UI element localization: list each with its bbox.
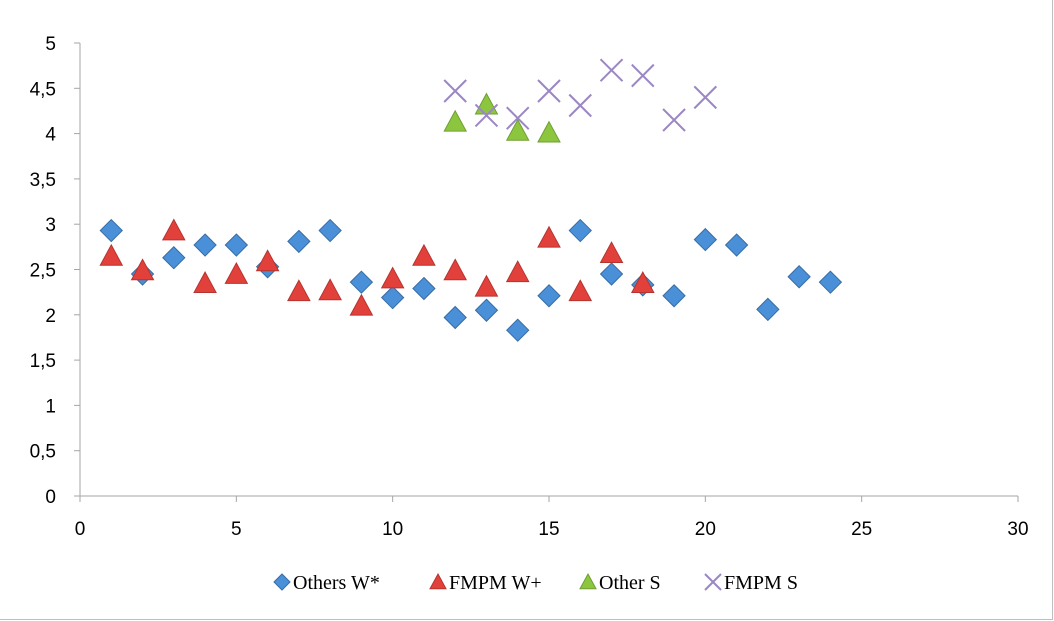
legend: Others W* FMPM W+ Other S FMPM S (273, 572, 798, 594)
data-point (537, 225, 561, 248)
data-point (537, 284, 561, 308)
y-tick-label: 3,5 (30, 170, 56, 191)
data-point (631, 63, 655, 88)
series-1 (99, 218, 655, 316)
data-point (380, 285, 405, 310)
data-point (287, 279, 311, 302)
y-tick-label: 3 (45, 215, 56, 236)
data-point (224, 233, 249, 257)
data-point (693, 85, 718, 110)
x-tick-label: 5 (231, 519, 242, 540)
data-point (380, 266, 405, 289)
data-point (443, 79, 467, 103)
legend-label: Other S (599, 572, 661, 594)
legend-marker (273, 573, 291, 591)
data-point (756, 297, 780, 322)
data-point (505, 260, 530, 283)
data-point (787, 265, 811, 289)
x-tick-label: 20 (695, 519, 716, 540)
data-point (599, 262, 624, 286)
x-tick-label: 0 (75, 519, 86, 540)
y-tick-label: 0,5 (30, 442, 56, 463)
legend-marker (704, 573, 722, 591)
data-point (818, 270, 843, 294)
y-tick-label: 4 (45, 125, 56, 146)
data-point (568, 218, 592, 243)
y-tick-label: 5 (45, 34, 56, 55)
y-tick-label: 2 (45, 306, 56, 327)
data-point (443, 305, 467, 330)
data-point (599, 241, 624, 264)
data-point (443, 258, 468, 281)
data-point (255, 249, 280, 272)
y-tick-label: 2,5 (30, 261, 56, 282)
data-point (537, 120, 561, 143)
data-point (506, 106, 530, 130)
y-tick-label: 1 (45, 396, 56, 417)
data-points (99, 58, 843, 342)
data-point (630, 271, 655, 293)
data-point (193, 271, 217, 293)
series-0 (99, 218, 843, 342)
data-point (287, 229, 311, 254)
data-point (412, 243, 436, 266)
series-3 (443, 58, 718, 132)
data-point (318, 278, 342, 301)
data-point (537, 79, 561, 103)
data-point (193, 233, 217, 257)
data-point (724, 233, 749, 257)
data-point (474, 298, 499, 322)
data-point (349, 293, 374, 316)
data-point (474, 92, 499, 115)
y-tick-label: 4,5 (30, 79, 56, 100)
data-point (161, 218, 186, 241)
series-2 (443, 92, 561, 143)
data-point (99, 218, 123, 243)
data-point (318, 218, 342, 243)
data-point (599, 58, 624, 82)
data-point (443, 109, 468, 132)
data-point (662, 108, 686, 132)
legend-marker (579, 572, 597, 590)
data-point (693, 227, 718, 252)
data-point (662, 284, 686, 308)
data-point (130, 258, 155, 281)
legend-marker (429, 572, 447, 590)
data-point (162, 246, 186, 270)
legend-label: FMPM W+ (449, 572, 542, 594)
data-point (474, 103, 499, 128)
data-point (474, 274, 499, 297)
y-tick-label: 0 (45, 487, 56, 508)
data-point (412, 276, 436, 301)
x-tick-label: 15 (538, 519, 559, 540)
data-point (99, 243, 124, 266)
legend-label: FMPM S (724, 572, 798, 594)
axes: 0 0,5 1 1,5 2 2,5 3 3,5 4 4,5 5 0 5 10 15 20 25 30 (30, 34, 1029, 540)
data-point (568, 279, 593, 302)
x-tick-label: 25 (851, 519, 872, 540)
y-tick-label: 1,5 (30, 351, 56, 372)
data-point (506, 318, 530, 342)
x-tick-label: 10 (382, 519, 403, 540)
data-point (224, 261, 249, 284)
data-point (505, 118, 530, 141)
data-point (349, 270, 374, 294)
legend-label: Others W* (293, 572, 380, 594)
data-point (568, 93, 592, 118)
x-tick-label: 30 (1007, 519, 1028, 540)
